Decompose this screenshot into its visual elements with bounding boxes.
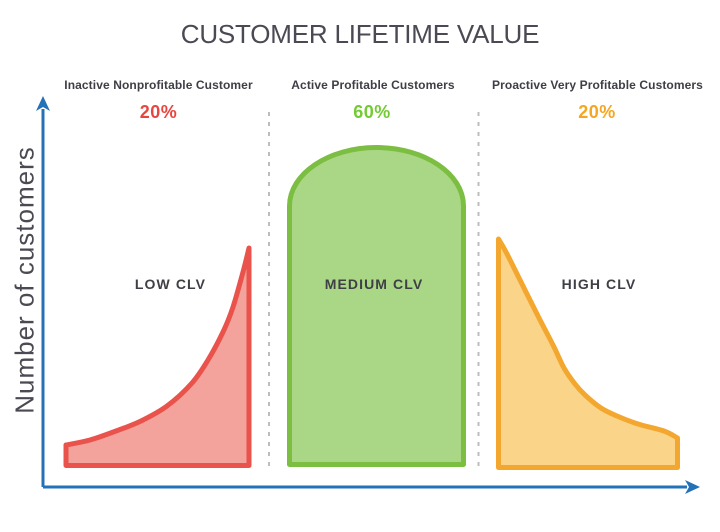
x-axis-arrowhead-icon	[685, 480, 700, 494]
clv-label-medium: MEDIUM CLV	[324, 276, 424, 292]
medium-clv-area	[287, 145, 466, 467]
section-percent-active: 60%	[353, 102, 391, 122]
section-percent-inactive: 20%	[139, 102, 178, 122]
section-percent-proactive: 20%	[578, 102, 616, 122]
section-label-proactive: Proactive Very Profitable Customers	[492, 78, 703, 92]
section-label-inactive: Inactive Nonprofitable Customer	[64, 78, 253, 92]
section-label-active: Active Profitable Customers	[291, 78, 455, 92]
chart-title: CUSTOMER LIFETIME VALUE	[180, 19, 540, 49]
clv-label-high: HIGH CLV	[561, 276, 637, 292]
y-axis-label: Number of customers	[9, 146, 40, 414]
low-clv-area	[63, 245, 252, 468]
high-clv-area	[496, 236, 680, 470]
y-axis-arrowhead-icon	[36, 96, 50, 111]
clv-label-low: LOW CLV	[134, 276, 207, 292]
axes	[36, 96, 700, 494]
